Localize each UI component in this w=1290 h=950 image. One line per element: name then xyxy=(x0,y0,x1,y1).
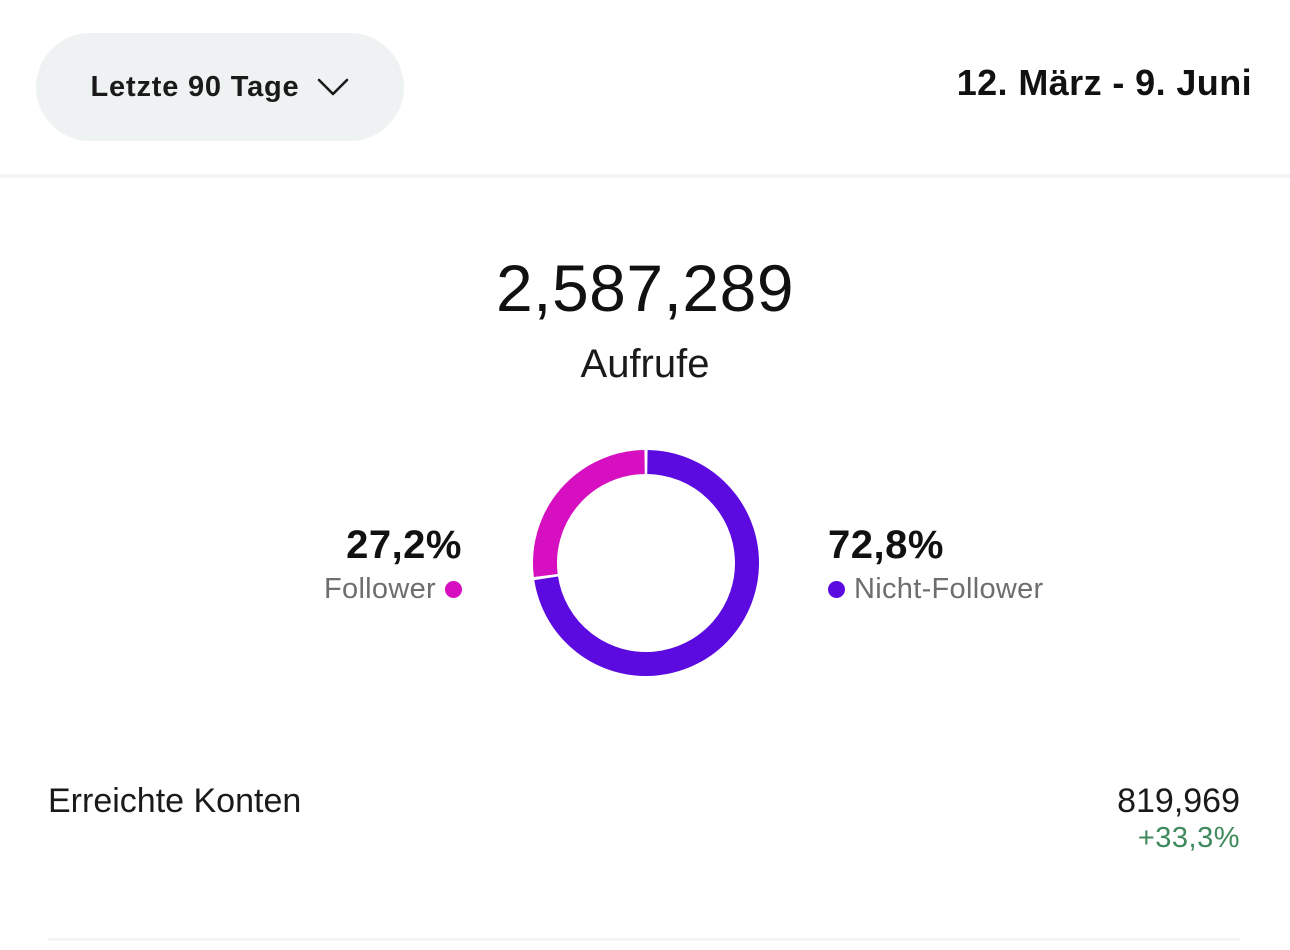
followers-label: Follower xyxy=(324,573,436,605)
chevron-down-icon xyxy=(317,77,349,97)
accounts-reached-value: 819,969 xyxy=(1117,782,1240,820)
total-views-label: Aufrufe xyxy=(580,342,710,386)
non-followers-dot xyxy=(828,580,845,598)
total-views-value: 2,587,289 xyxy=(495,251,795,325)
views-donut-chart xyxy=(533,450,759,676)
date-range: 12. März - 9. Juni xyxy=(956,62,1252,103)
donut-segment-non-followers xyxy=(534,450,759,676)
non-followers-legend-entry: Nicht-Follower xyxy=(828,568,1044,610)
accounts-reached-label: Erreichte Konten xyxy=(48,782,302,820)
legend-non-followers: 72,8% Nicht-Follower xyxy=(828,522,1044,610)
followers-legend-entry: Follower xyxy=(324,568,462,610)
period-select-button[interactable]: Letzte 90 Tage xyxy=(36,33,404,141)
non-followers-percent: 72,8% xyxy=(828,523,944,567)
period-label: Letzte 90 Tage xyxy=(90,70,300,103)
header-divider xyxy=(0,174,1290,178)
followers-dot xyxy=(445,580,462,598)
followers-percent: 27,2% xyxy=(346,523,462,567)
non-followers-label: Nicht-Follower xyxy=(854,573,1044,605)
metric-divider xyxy=(48,938,1240,941)
accounts-reached-change: +33,3% xyxy=(1137,822,1240,854)
legend-followers: 27,2% Follower xyxy=(324,522,462,610)
donut-segment-followers xyxy=(533,450,646,577)
